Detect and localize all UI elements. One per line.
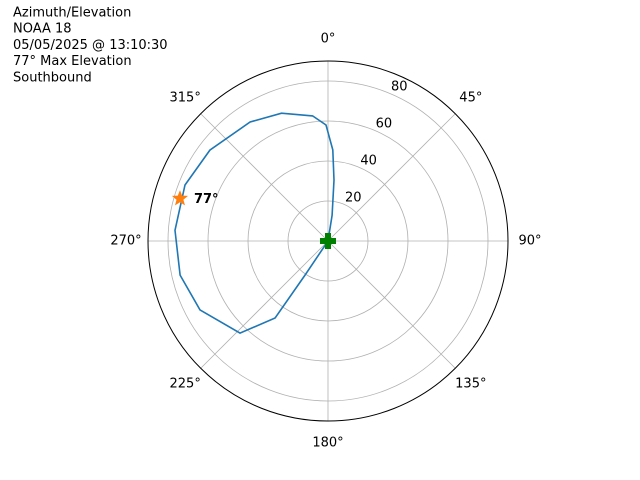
- max-elevation-marker: [171, 190, 188, 206]
- theta-tick-label: 315°: [170, 91, 201, 106]
- theta-tick-label: 0°: [321, 32, 336, 47]
- theta-grid-line: [200, 240, 329, 369]
- info-line: 05/05/2025 @ 13:10:30: [13, 38, 168, 53]
- r-grid-circle: [167, 80, 489, 402]
- theta-tick-label: 135°: [455, 376, 486, 391]
- theta-tick-label: 90°: [518, 234, 541, 249]
- r-grid-circle: [247, 160, 409, 322]
- polar-frame: [147, 60, 509, 422]
- info-line: NOAA 18: [13, 22, 72, 37]
- theta-tick-label: 180°: [312, 436, 343, 451]
- info-line: 77° Max Elevation: [13, 54, 132, 69]
- theta-grid-line: [327, 240, 456, 369]
- theta-tick-label: 225°: [170, 376, 201, 391]
- r-grid-circle: [207, 120, 449, 362]
- current-position-marker: [320, 233, 336, 249]
- r-grid-circle: [287, 200, 369, 282]
- r-tick-label: 20: [345, 191, 362, 206]
- pass-track: [174, 112, 335, 334]
- theta-tick-label: 45°: [459, 91, 482, 106]
- theta-grid-line: [200, 113, 329, 242]
- r-tick-label: 40: [360, 154, 377, 169]
- theta-tick-label: 270°: [110, 234, 141, 249]
- info-line: Southbound: [13, 70, 92, 85]
- info-line: Azimuth/Elevation: [13, 6, 131, 21]
- r-tick-label: 80: [391, 80, 408, 95]
- max-elevation-label: 77°: [194, 192, 219, 207]
- r-tick-label: 60: [376, 117, 393, 132]
- theta-grid-line: [327, 113, 456, 242]
